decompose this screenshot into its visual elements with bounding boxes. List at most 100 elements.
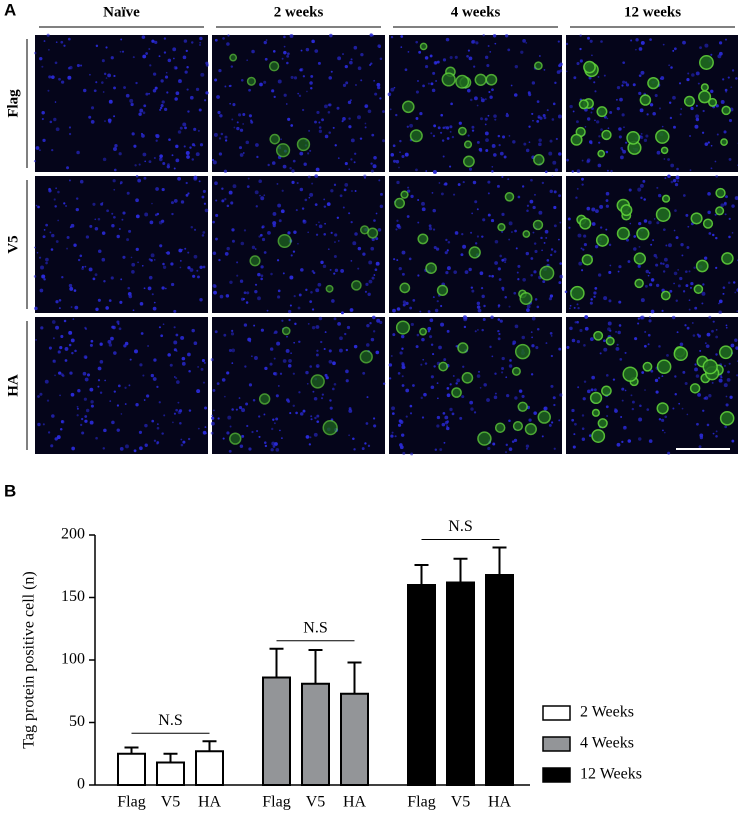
nucleus (375, 350, 380, 355)
nucleus (324, 222, 326, 225)
nucleus (685, 213, 689, 217)
nucleus (396, 307, 401, 311)
nucleus (656, 221, 660, 225)
nucleus (725, 90, 728, 93)
neuron (275, 143, 291, 158)
nucleus (549, 294, 554, 298)
nucleus (224, 251, 229, 256)
nucleus (481, 328, 484, 332)
nucleus (323, 198, 326, 201)
nucleus (679, 342, 684, 347)
nucleus (348, 125, 352, 129)
nucleus (141, 264, 144, 267)
neuron (359, 350, 373, 364)
nucleus (92, 277, 96, 281)
nucleus (51, 75, 55, 79)
nucleus (649, 38, 652, 41)
x-tick-label: Flag (407, 794, 435, 811)
nucleus (89, 387, 94, 392)
nucleus (276, 341, 281, 346)
nucleus (161, 286, 165, 290)
nucleus (494, 118, 497, 121)
nucleus (498, 144, 501, 147)
nucleus (348, 409, 353, 413)
nucleus (210, 358, 214, 362)
nucleus (438, 345, 442, 350)
nucleus (725, 326, 728, 329)
nucleus (316, 365, 319, 368)
nucleus (177, 176, 181, 181)
nucleus (661, 309, 664, 313)
nucleus (697, 334, 702, 338)
nucleus (362, 371, 366, 375)
nucleus (117, 322, 120, 325)
nucleus (260, 265, 264, 269)
nucleus (586, 158, 591, 163)
nucleus (646, 408, 650, 411)
nucleus (102, 447, 106, 450)
nucleus (712, 233, 715, 237)
nucleus (250, 119, 253, 122)
nucleus (501, 356, 505, 361)
nucleus (648, 439, 653, 443)
nucleus (89, 73, 91, 76)
nucleus (573, 76, 577, 80)
nucleus (622, 388, 624, 390)
nucleus (111, 420, 115, 425)
nucleus (224, 135, 228, 139)
nucleus (517, 264, 521, 268)
nucleus (307, 322, 310, 325)
nucleus (143, 287, 146, 290)
nucleus (677, 284, 681, 288)
nucleus (321, 118, 325, 122)
nucleus (54, 437, 58, 441)
nucleus (398, 166, 400, 169)
nucleus (655, 263, 659, 267)
nucleus (240, 241, 245, 246)
nucleus (314, 174, 319, 178)
nucleus (533, 270, 537, 274)
neuron (596, 106, 608, 118)
nucleus (618, 265, 622, 269)
nucleus (454, 55, 458, 59)
nucleus (551, 118, 555, 121)
nucleus (369, 64, 372, 67)
nucleus (315, 223, 318, 226)
nucleus (161, 432, 164, 435)
nucleus (105, 77, 108, 79)
neuron (660, 290, 671, 301)
nucleus (599, 226, 603, 229)
nucleus (121, 50, 125, 53)
nucleus (103, 280, 106, 283)
nucleus (647, 343, 650, 346)
nucleus (584, 326, 589, 331)
nucleus (68, 343, 72, 347)
nucleus (417, 199, 420, 201)
nucleus (648, 271, 651, 274)
nucleus (397, 372, 401, 375)
nucleus (443, 358, 447, 362)
nucleus (90, 120, 95, 124)
nucleus (286, 335, 288, 338)
neuron (655, 207, 671, 222)
nucleus (419, 310, 422, 313)
nucleus (35, 146, 40, 150)
nucleus (581, 414, 585, 417)
nucleus (287, 231, 291, 235)
nucleus (289, 166, 292, 170)
nucleus (313, 432, 318, 437)
nucleus (260, 274, 264, 278)
nucleus (646, 113, 649, 116)
nucleus (439, 131, 443, 134)
nucleus (142, 111, 146, 115)
nucleus (393, 258, 396, 261)
nucleus (694, 124, 699, 129)
nucleus (153, 439, 157, 442)
nucleus (97, 385, 100, 388)
nucleus (289, 34, 294, 38)
nucleus (227, 34, 230, 37)
nucleus (553, 224, 557, 228)
nucleus (322, 264, 327, 269)
nucleus (172, 57, 175, 60)
nucleus (261, 237, 266, 242)
